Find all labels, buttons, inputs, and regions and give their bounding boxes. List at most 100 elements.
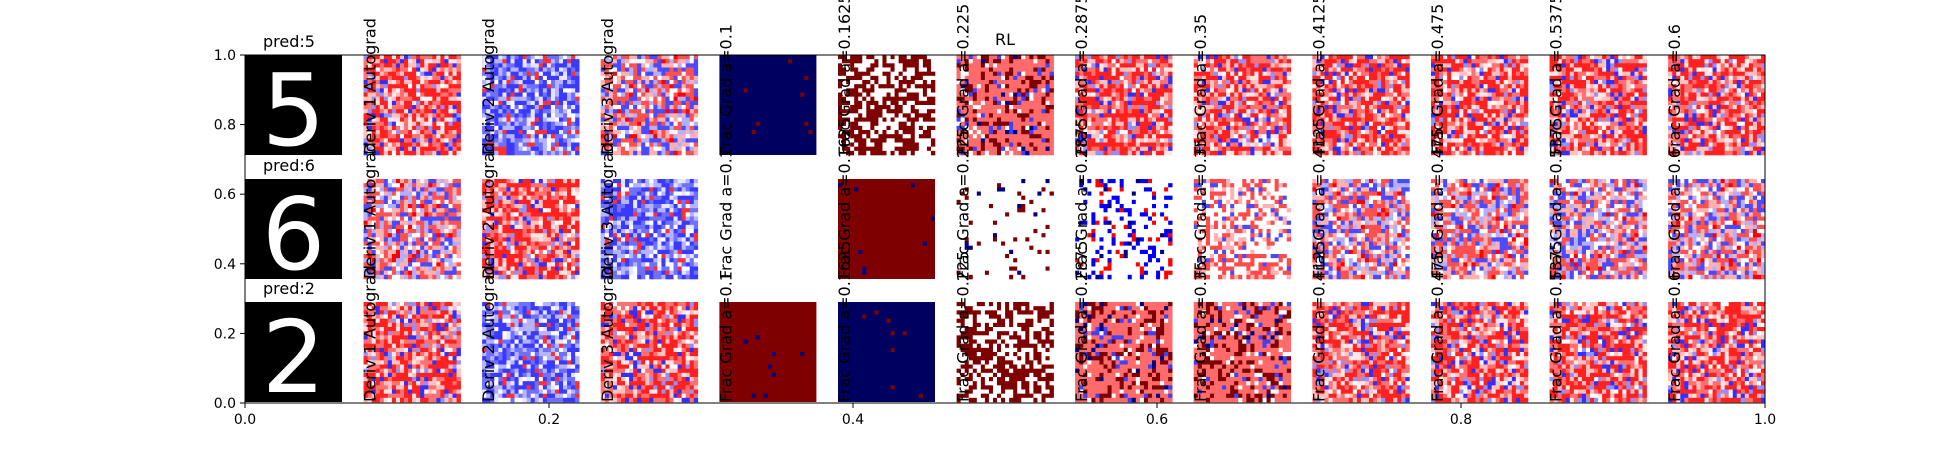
- heatmap-cell: [408, 117, 413, 122]
- heatmap-cell: [554, 100, 560, 106]
- heatmap-cell: [637, 59, 642, 64]
- heatmap-cell: [1147, 88, 1153, 93]
- heatmap-cell: [1083, 59, 1088, 64]
- heatmap-cell: [906, 71, 912, 77]
- heatmap-cell: [1041, 67, 1046, 72]
- heatmap-cell: [1143, 88, 1149, 93]
- heatmap-cell: [1332, 59, 1337, 64]
- heatmap-cell: [550, 130, 556, 135]
- heatmap-cell: [866, 84, 871, 89]
- heatmap-cell: [1503, 59, 1509, 64]
- heatmap-cell: [538, 96, 544, 102]
- heatmap-cell: [1389, 134, 1394, 139]
- heatmap-cell: [669, 96, 674, 102]
- heatmap-cell: [1405, 142, 1410, 147]
- heatmap-cell: [1519, 105, 1525, 110]
- heatmap-cell: [1111, 55, 1116, 60]
- heatmap-cell: [1467, 96, 1472, 102]
- heatmap-cell: [968, 96, 974, 102]
- heatmap-cell: [1405, 138, 1410, 143]
- heatmap-cell: [554, 109, 560, 114]
- heatmap-cell: [914, 100, 920, 106]
- heatmap-cell: [1095, 130, 1100, 135]
- heatmap-cell: [1250, 150, 1255, 156]
- heatmap-cell: [1079, 146, 1084, 152]
- heatmap-cell: [371, 80, 377, 85]
- heatmap-cell: [930, 138, 936, 143]
- heatmap-cell: [1389, 100, 1394, 106]
- heatmap-cell: [432, 67, 437, 72]
- heatmap-cell: [391, 59, 397, 64]
- heatmap-cell: [637, 138, 642, 143]
- heatmap-cell: [1487, 105, 1492, 110]
- heatmap-cell: [1168, 109, 1173, 114]
- heatmap-cell: [1041, 84, 1046, 89]
- heatmap-cell: [571, 100, 576, 106]
- heatmap-cell: [964, 150, 970, 156]
- heatmap-cell: [1226, 75, 1231, 81]
- heatmap-cell: [673, 150, 678, 156]
- heatmap-cell: [432, 59, 437, 64]
- heatmap-cell: [1348, 84, 1354, 89]
- heatmap-cell: [1381, 130, 1386, 135]
- heatmap-cell: [554, 96, 560, 102]
- heatmap-cell: [1286, 92, 1292, 97]
- heatmap-cell: [657, 55, 662, 60]
- heatmap-cell: [1324, 100, 1329, 106]
- heatmap-cell: [1083, 105, 1088, 110]
- heatmap-cell: [1246, 75, 1251, 81]
- heatmap-cell: [395, 75, 401, 81]
- heatmap-cell: [689, 96, 695, 102]
- heatmap-cell: [526, 88, 531, 93]
- heatmap-cell: [882, 100, 887, 106]
- heatmap-cell: [534, 121, 540, 127]
- heatmap-cell: [526, 92, 531, 97]
- heatmap-cell: [1316, 67, 1321, 72]
- heatmap-cell: [526, 121, 531, 127]
- heatmap-cell: [1009, 88, 1014, 93]
- heatmap-cell: [681, 92, 686, 97]
- heatmap-cell: [1095, 105, 1100, 110]
- heatmap-cell: [669, 55, 674, 60]
- heatmap-cell: [363, 63, 368, 68]
- heatmap-cell: [456, 96, 461, 102]
- heatmap-cell: [846, 59, 851, 64]
- heatmap-cell: [1049, 130, 1054, 135]
- heatmap-cell: [522, 92, 527, 97]
- heatmap-cell: [653, 100, 658, 106]
- heatmap-cell: [530, 84, 536, 89]
- heatmap-cell: [1005, 92, 1010, 97]
- heatmap-cell: [1278, 113, 1284, 118]
- heatmap-cell: [1087, 75, 1092, 81]
- heatmap-cell: [926, 80, 932, 85]
- heatmap-cell: [1242, 117, 1247, 122]
- heatmap-cell: [858, 63, 863, 68]
- heatmap-cell: [1447, 96, 1452, 102]
- heatmap-cell: [1214, 117, 1219, 122]
- heatmap-cell: [886, 134, 891, 139]
- heatmap-cell: [1017, 55, 1022, 60]
- heatmap-cell: [906, 100, 912, 106]
- heatmap-cell: [657, 109, 662, 114]
- heatmap-cell: [661, 134, 666, 139]
- heatmap-cell: [456, 59, 461, 64]
- heatmap-cell: [850, 113, 855, 118]
- heatmap-cell: [930, 121, 936, 127]
- heatmap-cell: [1459, 105, 1464, 110]
- heatmap-cell: [1099, 55, 1104, 60]
- heatmap-cell: [1123, 125, 1129, 131]
- heatmap-cell: [1218, 121, 1223, 127]
- heatmap-cell: [681, 80, 686, 85]
- heatmap-cell: [1439, 96, 1444, 102]
- heatmap-cell: [890, 80, 895, 85]
- heatmap-cell: [563, 150, 568, 156]
- heatmap-cell: [992, 63, 998, 68]
- heatmap-cell: [854, 84, 859, 89]
- heatmap-cell: [1389, 75, 1394, 81]
- heatmap-cell: [1001, 117, 1006, 122]
- heatmap-cell: [1214, 59, 1219, 64]
- heatmap-cell: [1254, 146, 1259, 152]
- heatmap-cell: [452, 100, 457, 106]
- heatmap-cell: [608, 125, 614, 131]
- heatmap-cell: [1033, 100, 1038, 106]
